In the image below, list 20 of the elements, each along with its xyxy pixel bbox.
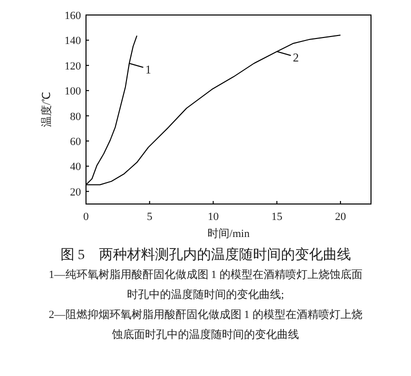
y-axis-title: 温度/℃ — [40, 92, 53, 128]
text: 图 5 两种材料测孔内的温度随时间的变化曲线 — [59, 247, 352, 265]
y-tick-label: 120 — [64, 60, 82, 72]
annotation: 2 — [292, 50, 299, 65]
annotation: 1 — [145, 62, 152, 76]
x-tick-label: 10 — [208, 211, 220, 223]
x-tick-label: 0 — [83, 211, 90, 223]
y-tick-label: 40 — [70, 161, 82, 174]
text: 2—阻燃抑烟环氧树脂用酸酐固化做成图 1 的模型在酒精喷灯上烧蚀底面时孔中的温度随时间的变化曲线 — [48, 308, 364, 343]
y-tick-label: 160 — [64, 10, 82, 22]
x-tick-label: 15 — [271, 211, 283, 223]
y-tick-label: 140 — [64, 35, 82, 48]
y-tick-label: 100 — [64, 86, 82, 98]
y-tick-label: 20 — [70, 186, 82, 198]
x-tick-label: 5 — [146, 211, 153, 223]
x-tick-label: 20 — [334, 211, 346, 223]
y-tick-label: 60 — [70, 136, 82, 148]
x-axis-title: 时间/min — [207, 227, 250, 240]
text: 1—纯环氧树脂用酸酐固化做成图 1 的模型在酒精喷灯上烧蚀底面时孔中的温度随时间的变化曲线; — [48, 268, 364, 303]
y-tick-label: 80 — [70, 110, 82, 123]
